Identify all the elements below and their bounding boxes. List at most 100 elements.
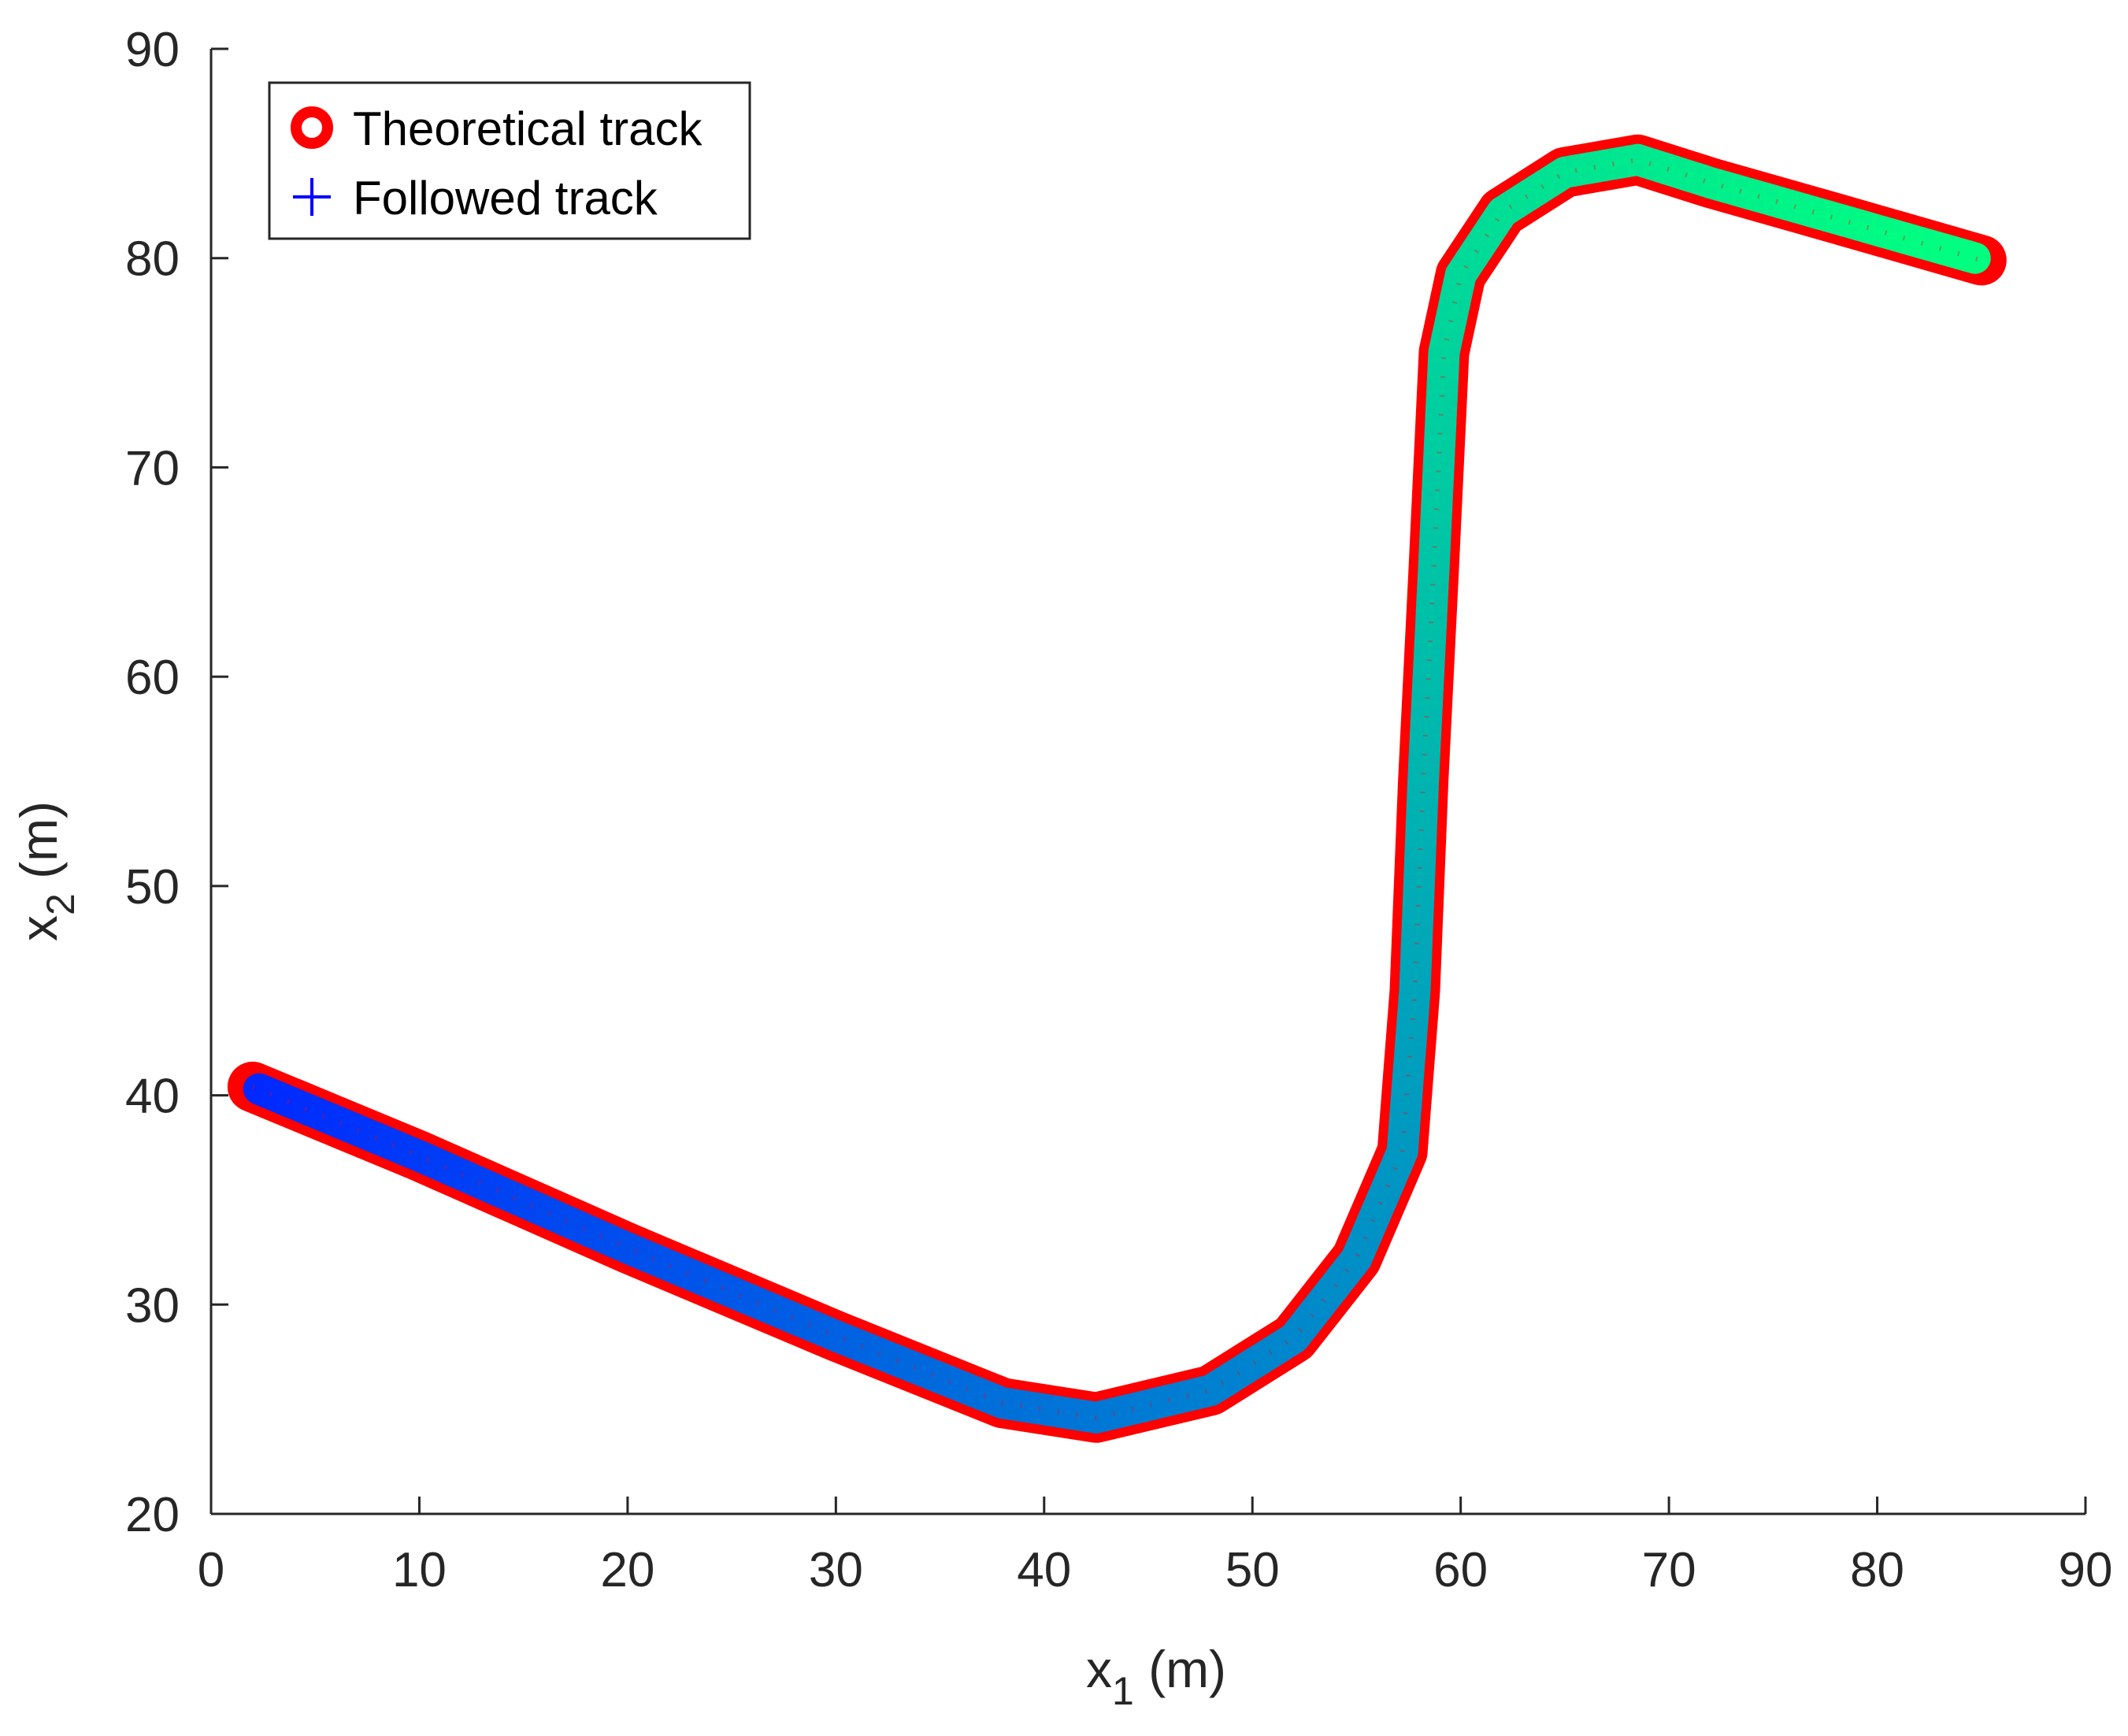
followed-track-marker <box>476 1173 506 1202</box>
y-tick-label: 70 <box>125 441 180 495</box>
followed-track-marker <box>1844 210 1874 239</box>
x-axis-label-subscript: 1 <box>1112 1669 1134 1713</box>
y-tick-label: 30 <box>125 1278 180 1333</box>
followed-track-marker <box>1813 202 1842 231</box>
y-tick-label: 90 <box>125 23 180 77</box>
followed-track-marker <box>678 1261 706 1290</box>
followed-track-marker <box>1429 346 1458 375</box>
followed-track-marker <box>1058 1400 1088 1429</box>
followed-track-marker <box>908 1356 937 1385</box>
followed-track-marker <box>332 1111 361 1140</box>
y-tick-label: 80 <box>125 232 180 287</box>
followed-track-marker <box>244 1074 273 1104</box>
followed-track-marker <box>548 1205 577 1234</box>
x-tick-label: 50 <box>1225 1543 1280 1597</box>
followed-track-marker <box>1875 219 1904 248</box>
followed-track-marker <box>649 1248 678 1278</box>
followed-track-marker <box>1370 1180 1399 1209</box>
followed-track-marker <box>635 1243 664 1272</box>
followed-track-marker <box>1027 1394 1056 1423</box>
followed-track-marker <box>995 1389 1025 1419</box>
followed-track-marker <box>764 1297 793 1326</box>
y-tick-label: 50 <box>125 860 180 914</box>
followed-track-marker <box>621 1237 649 1266</box>
followed-track-marker <box>692 1267 721 1296</box>
x-tick-label: 0 <box>198 1543 224 1597</box>
followed-track-marker <box>851 1333 880 1362</box>
followed-track-marker <box>821 1322 851 1351</box>
followed-track-marker <box>937 1368 966 1397</box>
x-axis-label-unit: (m) <box>1134 1640 1226 1698</box>
followed-track-marker <box>606 1230 635 1259</box>
followed-track-marker <box>1151 1387 1180 1415</box>
followed-track-marker <box>966 1380 995 1409</box>
theoretical-track-band <box>227 134 2007 1443</box>
followed-track-marker <box>1550 158 1579 187</box>
followed-track-marker <box>273 1087 302 1116</box>
followed-track-marker <box>534 1199 563 1228</box>
followed-track-marker <box>1105 1397 1133 1426</box>
legend-box <box>268 81 751 240</box>
followed-track-marker <box>1891 224 1920 253</box>
followed-track-marker <box>951 1374 981 1403</box>
followed-track-marker <box>778 1304 807 1333</box>
followed-track-marker <box>390 1135 419 1164</box>
followed-track-marker <box>376 1130 405 1159</box>
followed-track-marker <box>288 1092 317 1122</box>
followed-track-marker <box>1599 150 1628 179</box>
followed-track-marker <box>506 1186 535 1215</box>
followed-track-marker <box>750 1291 779 1320</box>
followed-track-marker <box>1583 152 1611 181</box>
followed-track-marker <box>462 1167 491 1196</box>
followed-track-marker <box>1441 284 1470 313</box>
followed-track-marker <box>1434 314 1463 343</box>
followed-track-marker <box>1953 241 1982 270</box>
followed-track-marker <box>836 1327 865 1356</box>
followed-track-marker <box>1376 1166 1405 1195</box>
legend-marker-circle <box>291 106 333 149</box>
followed-track-marker <box>923 1362 952 1391</box>
followed-track-marker <box>1659 157 1689 186</box>
legend: Theoretical track Followed track <box>268 81 751 240</box>
followed-track-marker <box>1674 161 1704 191</box>
theoretical-track-overlay <box>251 157 1982 1420</box>
followed-track-marker <box>1444 268 1474 297</box>
followed-track-marker <box>807 1315 836 1345</box>
followed-track-marker <box>1767 188 1796 217</box>
followed-track-marker <box>448 1160 477 1189</box>
x-axis-label: x1 (m) <box>1086 1640 1226 1713</box>
x-tick-label: 40 <box>1017 1543 1071 1597</box>
followed-track-marker <box>1859 215 1889 244</box>
followed-track-marker <box>1797 197 1826 226</box>
followed-track-marker <box>1751 184 1780 213</box>
x-tick-label: 30 <box>809 1543 863 1597</box>
followed-track-marker <box>1689 166 1718 195</box>
legend-label-theoretical-track: Theoretical track <box>353 102 703 155</box>
followed-track-marker <box>1566 155 1596 184</box>
followed-track-marker <box>792 1309 821 1338</box>
followed-track-marker <box>1345 1237 1374 1266</box>
x-tick-label: 90 <box>2059 1543 2113 1597</box>
followed-track-marker <box>894 1351 923 1380</box>
x-tick-label: 70 <box>1642 1543 1696 1597</box>
legend-item-theoretical-track: Theoretical track <box>291 102 703 155</box>
x-tick-label: 20 <box>600 1543 654 1597</box>
followed-track-marker <box>1645 152 1674 181</box>
followed-track-marker <box>1120 1394 1149 1423</box>
y-tick-label: 60 <box>125 651 180 705</box>
followed-track-marker <box>577 1218 606 1247</box>
followed-track-marker <box>735 1285 764 1314</box>
followed-track-marker <box>563 1211 592 1241</box>
followed-track-marker <box>405 1141 434 1170</box>
y-axis-label-unit: (m) <box>9 801 68 893</box>
x-axis-label-main: x <box>1086 1640 1112 1698</box>
followed-track-marker <box>419 1148 448 1177</box>
followed-track-marker <box>1782 193 1811 222</box>
x-tick-label: 10 <box>392 1543 447 1597</box>
followed-track-marker <box>591 1224 621 1253</box>
axes: 0 10 20 30 40 50 60 70 80 90 20 30 40 50 60 70 80 90 <box>125 23 2112 1597</box>
followed-track-marker <box>1181 1379 1210 1408</box>
series-theoretical-track <box>227 134 2007 1443</box>
